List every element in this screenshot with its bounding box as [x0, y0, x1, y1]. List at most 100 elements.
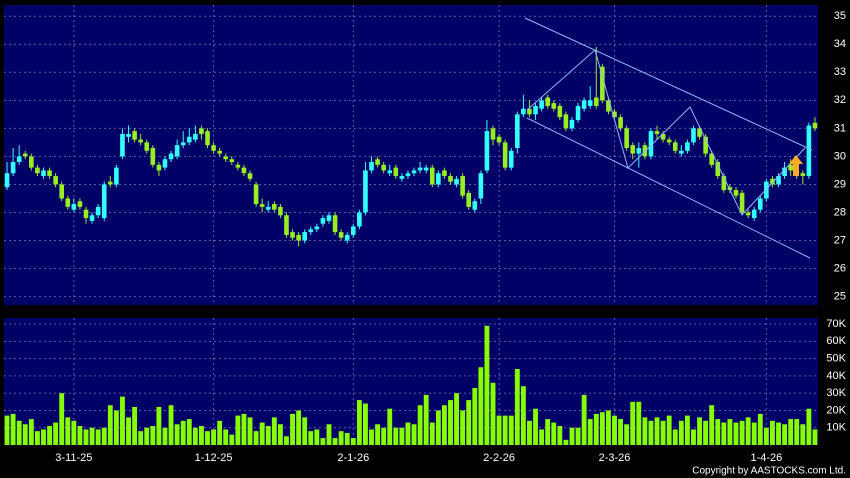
candle-body — [375, 159, 380, 165]
candle-body — [557, 105, 563, 118]
candle-body — [344, 234, 350, 241]
candle-body — [47, 170, 52, 177]
volume-bar — [277, 424, 283, 445]
candle-body — [460, 176, 465, 196]
volume-bar — [441, 405, 447, 445]
candle-body — [308, 229, 314, 233]
candle-body — [788, 164, 793, 171]
volume-bar — [605, 410, 611, 445]
candle-body — [508, 150, 514, 168]
candle-body — [545, 97, 550, 106]
candle-body — [600, 66, 605, 101]
candle-body — [95, 206, 101, 216]
candle-body — [660, 133, 666, 140]
candle-body — [4, 173, 10, 188]
volume-bar — [198, 425, 204, 445]
candle-body — [223, 156, 229, 160]
candle-body — [478, 173, 484, 199]
candle-body — [65, 198, 71, 207]
labels: 25 26 27 28 29 30 31 32 33 34 35 10K 20K 30K 40K 50K 60K… — [55, 10, 846, 464]
x-tick-label: 3-11-25 — [55, 452, 92, 464]
volume-bar — [320, 438, 326, 445]
candle-body — [417, 167, 423, 171]
volume-bar — [508, 415, 514, 445]
volume-bar — [4, 415, 10, 445]
candle-body — [654, 131, 660, 134]
volume-bar — [709, 405, 715, 445]
volume-bar — [800, 424, 806, 445]
volume-bar — [569, 427, 575, 445]
volume-bar — [369, 429, 374, 445]
candle-body — [211, 145, 216, 151]
y-tick-label: 30K — [826, 387, 846, 399]
volume-bar — [156, 406, 162, 445]
volume-bar — [284, 436, 289, 445]
volume-bar — [101, 427, 107, 445]
candle-body — [624, 128, 629, 148]
volume-bar — [751, 422, 757, 445]
candle-body — [314, 226, 320, 230]
candle-body — [41, 170, 46, 177]
volume-bar — [733, 422, 739, 445]
volume-bar — [192, 427, 198, 445]
x-tick-label: 2-1-26 — [337, 452, 369, 464]
candle-body — [563, 114, 569, 129]
candle-body — [132, 131, 137, 140]
candle-body — [326, 215, 332, 221]
candle-body — [436, 173, 441, 185]
marks — [4, 47, 818, 445]
candle-body — [180, 142, 186, 146]
x-tick-label: 2-3-26 — [599, 452, 631, 464]
x-tick-label: 2-2-26 — [483, 452, 515, 464]
volume-bar — [381, 427, 387, 445]
candle-body — [235, 164, 241, 168]
candle-body — [709, 153, 715, 165]
volume-bar — [660, 420, 666, 445]
candle-body — [496, 136, 502, 143]
candle-body — [156, 164, 162, 171]
candle-body — [782, 167, 787, 177]
volume-bar — [34, 431, 40, 445]
volume-bar — [180, 420, 186, 445]
volume-bar — [302, 417, 308, 445]
volume-bar — [691, 429, 696, 445]
x-tick-label: 1-4-26 — [750, 452, 782, 464]
y-tick-label: 32 — [834, 94, 846, 106]
candle-body — [89, 215, 95, 221]
volume-bar — [107, 405, 113, 445]
volume-bar — [363, 403, 368, 445]
y-tick-label: 60K — [826, 335, 846, 347]
volume-bar — [332, 438, 338, 445]
candle-body — [363, 170, 368, 213]
candle-body — [101, 184, 107, 219]
volume-bar — [356, 400, 362, 445]
candle-body — [259, 204, 265, 207]
volume-bar — [162, 427, 168, 445]
volume-bar — [223, 429, 229, 445]
candle-body — [296, 234, 301, 241]
volume-bar — [71, 420, 77, 445]
volume-bar — [806, 408, 812, 445]
y-tick-label: 31 — [834, 122, 846, 134]
volume-bar — [290, 413, 295, 445]
candle-body — [448, 176, 453, 182]
candle-body — [272, 204, 277, 210]
volume-bar — [593, 413, 599, 445]
candle-body — [484, 131, 490, 171]
arrow-marker — [789, 155, 803, 176]
volume-bar — [599, 412, 605, 445]
candle-body — [745, 212, 751, 216]
candle-body — [514, 114, 520, 148]
candle-body — [606, 100, 611, 112]
volume-bar — [520, 386, 526, 445]
y-tick-label: 33 — [834, 66, 846, 78]
candle-body — [399, 176, 405, 179]
candle-body — [551, 103, 557, 109]
volume-bar — [448, 400, 453, 445]
volume-bar — [782, 424, 788, 445]
candle-body — [138, 139, 143, 143]
candle-body — [672, 142, 678, 151]
candle-body — [527, 108, 532, 115]
grid — [4, 5, 818, 445]
candle-body — [393, 167, 399, 177]
